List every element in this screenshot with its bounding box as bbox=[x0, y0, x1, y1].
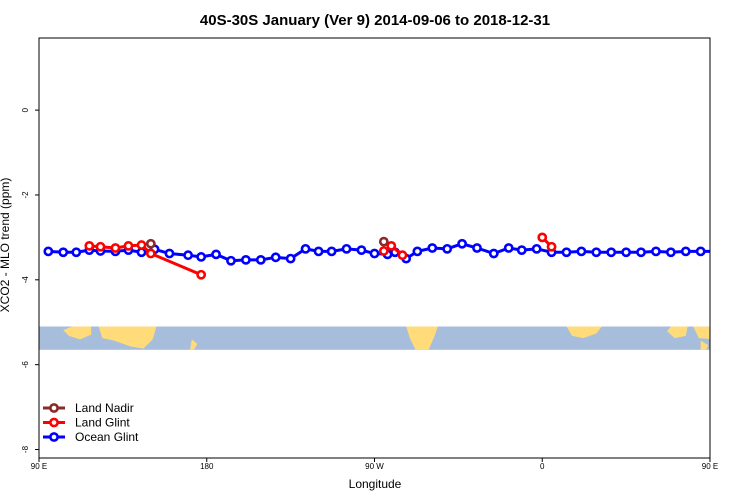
series-line-land-glint bbox=[89, 243, 202, 277]
data-point-ocean-glint bbox=[695, 246, 706, 257]
y-tick-label: -2 bbox=[21, 191, 30, 199]
landmass bbox=[63, 326, 92, 340]
series-land-glint bbox=[84, 232, 557, 280]
series-layer bbox=[43, 232, 749, 280]
x-tick-label: 90 W bbox=[365, 462, 384, 471]
legend-label-land-glint: Land Glint bbox=[75, 416, 130, 430]
landmass bbox=[566, 326, 602, 339]
x-tick-label: 90 E bbox=[31, 462, 47, 471]
legend-label-ocean-glint: Ocean Glint bbox=[75, 430, 139, 444]
series-land-nadir bbox=[145, 236, 389, 249]
data-point-land-nadir bbox=[145, 238, 156, 249]
data-point-ocean-glint bbox=[211, 249, 221, 260]
data-point-ocean-glint bbox=[531, 243, 542, 254]
chart-title: 40S-30S January (Ver 9) 2014-09-06 to 20… bbox=[200, 12, 550, 29]
data-point-ocean-glint bbox=[164, 248, 175, 259]
data-point-ocean-glint bbox=[71, 247, 82, 258]
landmass bbox=[98, 326, 157, 349]
data-point-ocean-glint bbox=[712, 248, 719, 255]
y-tick-label: -4 bbox=[21, 276, 30, 284]
y-axis: 0 -2 -4 -6 -8 bbox=[21, 107, 39, 453]
data-point-ocean-glint bbox=[606, 247, 617, 258]
map-strip bbox=[39, 326, 710, 350]
data-point-ocean-glint bbox=[341, 243, 352, 254]
data-point-ocean-glint bbox=[412, 246, 423, 257]
data-point-ocean-glint bbox=[240, 254, 251, 265]
landmass bbox=[189, 339, 198, 350]
data-point-land-glint bbox=[378, 246, 389, 256]
data-point-ocean-glint bbox=[196, 252, 207, 262]
x-tick-label: 0 bbox=[540, 462, 545, 471]
data-point-ocean-glint bbox=[255, 254, 266, 265]
data-point-land-glint bbox=[110, 243, 121, 253]
landmass bbox=[693, 326, 710, 340]
data-point-ocean-glint bbox=[591, 247, 602, 258]
legend-swatch-marker-land-glint bbox=[49, 417, 59, 428]
data-point-ocean-glint bbox=[226, 255, 236, 266]
y-tick-label: 0 bbox=[21, 107, 30, 112]
data-point-ocean-glint bbox=[742, 247, 749, 254]
legend-swatch-marker-land-nadir bbox=[49, 403, 59, 413]
data-point-ocean-glint bbox=[651, 246, 661, 257]
data-point-land-glint bbox=[136, 240, 147, 250]
data-point-ocean-glint bbox=[457, 238, 468, 249]
data-point-ocean-glint bbox=[58, 247, 69, 258]
data-point-land-nadir bbox=[378, 236, 389, 247]
data-point-ocean-glint bbox=[442, 243, 453, 254]
data-point-ocean-glint bbox=[313, 246, 324, 257]
data-point-land-glint bbox=[397, 250, 408, 261]
x-axis-label: Longitude bbox=[349, 477, 402, 491]
data-point-land-glint bbox=[386, 240, 397, 251]
data-point-ocean-glint bbox=[665, 247, 676, 258]
landmass bbox=[667, 326, 688, 339]
data-point-ocean-glint bbox=[356, 245, 367, 256]
x-axis: 90 E 180 90 W 0 90 E bbox=[31, 458, 718, 471]
data-point-land-glint bbox=[546, 241, 557, 252]
ocean-band bbox=[39, 326, 710, 350]
data-point-ocean-glint bbox=[472, 243, 482, 253]
data-point-land-glint bbox=[84, 240, 95, 251]
data-point-ocean-glint bbox=[369, 248, 380, 259]
data-point-ocean-glint bbox=[503, 243, 514, 253]
data-point-ocean-glint bbox=[680, 246, 691, 257]
data-point-land-glint bbox=[123, 240, 134, 251]
data-point-land-glint bbox=[95, 241, 106, 252]
data-point-land-glint bbox=[145, 248, 156, 259]
y-tick-label: -8 bbox=[21, 445, 30, 453]
data-point-land-glint bbox=[196, 269, 207, 280]
y-axis-label: XCO2 - MLO trend (ppm) bbox=[0, 178, 12, 313]
x-tick-label: 180 bbox=[200, 462, 214, 471]
landmass bbox=[700, 340, 709, 350]
data-point-land-glint bbox=[537, 232, 548, 243]
data-point-ocean-glint bbox=[183, 250, 194, 261]
data-point-ocean-glint bbox=[636, 247, 646, 258]
legend-label-land-nadir: Land Nadir bbox=[75, 401, 134, 415]
data-point-ocean-glint bbox=[561, 247, 572, 258]
landmass bbox=[406, 326, 438, 350]
data-point-ocean-glint bbox=[326, 246, 337, 257]
data-point-ocean-glint bbox=[727, 247, 734, 254]
data-point-ocean-glint bbox=[576, 246, 587, 257]
data-point-ocean-glint bbox=[427, 243, 438, 253]
data-point-ocean-glint bbox=[488, 248, 499, 259]
legend-swatch-marker-ocean-glint bbox=[49, 432, 59, 442]
data-point-ocean-glint bbox=[285, 253, 296, 264]
x-tick-label: 90 E bbox=[702, 462, 718, 471]
data-point-ocean-glint bbox=[516, 245, 527, 256]
data-point-ocean-glint bbox=[43, 246, 54, 257]
data-point-ocean-glint bbox=[270, 252, 281, 263]
data-point-ocean-glint bbox=[300, 243, 311, 254]
data-point-ocean-glint bbox=[621, 247, 632, 258]
y-tick-label: -6 bbox=[21, 361, 30, 369]
